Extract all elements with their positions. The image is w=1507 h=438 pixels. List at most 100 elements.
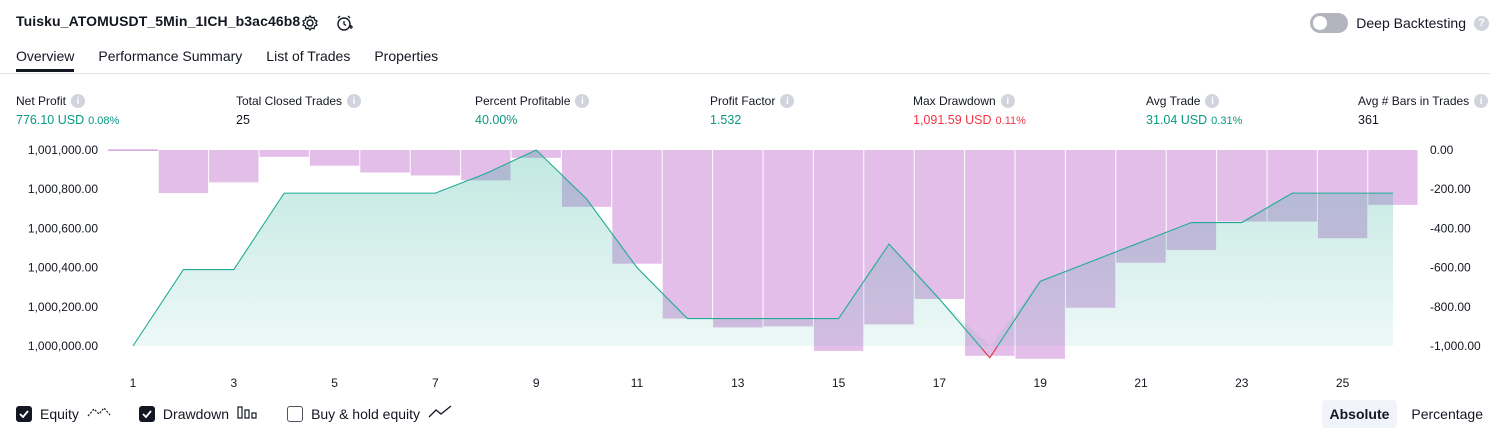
legend-drawdown[interactable]: Drawdown — [138, 404, 259, 423]
tab-list-of-trades[interactable]: List of Trades — [266, 48, 351, 64]
right-axis-tick-label: -800.00 — [1430, 300, 1471, 314]
drawdown-bar — [1217, 150, 1267, 222]
right-axis-tick-label: -600.00 — [1430, 261, 1471, 275]
right-axis-tick-label: -400.00 — [1430, 221, 1471, 235]
drawdown-bar — [158, 150, 209, 194]
left-axis-tick-label: 1,000,000.00 — [28, 339, 98, 353]
mode-percentage-button[interactable]: Percentage — [1411, 406, 1483, 422]
metric-value: 776.10 USD — [16, 113, 85, 127]
tab-overview[interactable]: Overview — [16, 48, 75, 72]
x-axis-tick-label: 5 — [331, 376, 338, 390]
info-icon[interactable]: i — [71, 94, 86, 108]
equity-line — [132, 149, 1393, 359]
metric-label: Percent Profitable — [475, 94, 571, 108]
x-axis-tick-label: 17 — [933, 376, 947, 390]
tab-performance-summary[interactable]: Performance Summary — [98, 48, 243, 64]
legend-label: Drawdown — [162, 405, 230, 422]
chart-legend: Equity Drawdown Buy & hold equity — [16, 404, 452, 423]
x-axis-tick-label: 11 — [631, 376, 644, 390]
drawdown-bar — [209, 150, 259, 183]
x-axis-tick-label: 21 — [1134, 376, 1148, 390]
legend-equity[interactable]: Equity — [16, 404, 111, 423]
metric-label: Avg Trade — [1146, 94, 1201, 108]
metric-value: 361 — [1358, 113, 1379, 127]
equity-below-start-line — [981, 345, 998, 359]
tab-properties[interactable]: Properties — [374, 48, 439, 64]
right-axis-tick-label: -200.00 — [1430, 182, 1471, 196]
legend-label: Buy & hold equity — [311, 405, 421, 422]
x-axis-tick-label: 15 — [832, 376, 846, 390]
report-tabs: Overview Performance Summary List of Tra… — [16, 48, 438, 72]
right-axis-tick-label: -1,000.00 — [1430, 339, 1481, 353]
toggle-knob — [1313, 16, 1328, 30]
buy-hold-line-icon — [428, 404, 452, 423]
metric-label: Max Drawdown — [913, 94, 996, 108]
x-axis-tick-label: 13 — [731, 376, 745, 390]
metric-label: Avg # Bars in Trades — [1358, 94, 1470, 108]
metric-percent: 0.11% — [995, 115, 1026, 127]
legend-label: Equity — [40, 405, 79, 422]
tab-divider — [0, 73, 1490, 74]
drawdown-bar — [309, 150, 360, 166]
equity-area — [133, 150, 1393, 346]
x-axis-tick-label: 3 — [230, 376, 237, 390]
settings-gear-icon[interactable] — [299, 12, 321, 34]
drawdown-bar — [662, 150, 713, 319]
metric-value: 31.04 USD — [1146, 113, 1208, 127]
x-axis-tick-label: 19 — [1034, 376, 1048, 390]
metric-value: 1,091.59 USD — [913, 113, 992, 127]
equity-series — [108, 149, 1393, 359]
info-icon[interactable]: i — [347, 94, 362, 108]
metric-net-profit: Net Profit i 776.10 USD 0.08% — [16, 94, 119, 127]
deep-backtesting-toggle[interactable] — [1310, 13, 1349, 33]
info-icon[interactable]: i — [1205, 94, 1220, 108]
metric-label: Profit Factor — [710, 94, 776, 108]
left-axis-tick-label: 1,000,800.00 — [28, 182, 98, 196]
checkbox-checked-icon[interactable] — [138, 405, 155, 422]
metric-avg-trade: Avg Trade i 31.04 USD 0.31% — [1146, 94, 1242, 127]
metric-total-closed-trades: Total Closed Trades i 25 — [236, 94, 362, 127]
metric-avg-bars-in-trades: Avg # Bars in Trades i 361 — [1358, 94, 1489, 127]
left-axis-tick-label: 1,001,000.00 — [28, 143, 98, 157]
drawdown-bars-icon — [237, 404, 259, 423]
checkbox-unchecked-icon[interactable] — [287, 405, 304, 422]
drawdown-bar — [360, 150, 410, 173]
value-mode-switch: Absolute Percentage — [1321, 400, 1492, 428]
info-icon[interactable]: i — [1000, 94, 1015, 108]
drawdown-bar — [763, 150, 813, 327]
equity-line-icon — [87, 404, 111, 423]
right-axis-tick-label: 0.00 — [1430, 143, 1454, 157]
left-axis-tick-label: 1,000,600.00 — [28, 221, 98, 235]
info-icon[interactable]: i — [575, 94, 590, 108]
metric-percent: 0.31% — [1211, 115, 1243, 127]
mode-absolute-button[interactable]: Absolute — [1321, 400, 1398, 428]
legend-buy-hold-equity[interactable]: Buy & hold equity — [287, 404, 452, 423]
metric-profit-factor: Profit Factor i 1.532 — [710, 94, 795, 127]
checkbox-checked-icon[interactable] — [16, 405, 32, 422]
metric-value: 40.00% — [475, 113, 518, 127]
metric-label: Net Profit — [16, 94, 67, 108]
info-icon[interactable]: i — [780, 94, 795, 108]
x-axis-tick-label: 7 — [432, 376, 439, 390]
x-axis-tick-label: 25 — [1336, 376, 1350, 390]
metric-label: Total Closed Trades — [236, 94, 343, 108]
add-alert-icon[interactable] — [333, 12, 355, 34]
x-axis-tick-label: 9 — [533, 376, 540, 390]
drawdown-bar — [259, 150, 309, 157]
chart-axes: 1,001,000.00 1,000,800.00 1,000,600.00 1,00… — [28, 143, 1481, 390]
metric-percent: 0.08% — [88, 115, 120, 127]
info-icon[interactable]: i — [1474, 94, 1489, 108]
x-axis-tick-label: 1 — [130, 376, 137, 390]
metric-percent-profitable: Percent Profitable i 40.00% — [475, 94, 590, 127]
drawdown-bar — [965, 150, 1015, 356]
deep-backtesting-control: Deep Backtesting ? — [1310, 13, 1489, 33]
metric-max-drawdown: Max Drawdown i 1,091.59 USD 0.11% — [913, 94, 1026, 127]
drawdown-bar — [914, 150, 965, 299]
left-axis-tick-label: 1,000,400.00 — [28, 261, 98, 275]
metric-value: 1.532 — [710, 113, 742, 127]
left-axis-tick-label: 1,000,200.00 — [28, 300, 98, 314]
drawdown-bar — [410, 150, 461, 176]
equity-drawdown-chart[interactable]: 1,001,000.00 1,000,800.00 1,000,600.00 1,00… — [0, 140, 1507, 395]
help-icon[interactable]: ? — [1474, 15, 1489, 31]
drawdown-bar — [713, 150, 763, 328]
